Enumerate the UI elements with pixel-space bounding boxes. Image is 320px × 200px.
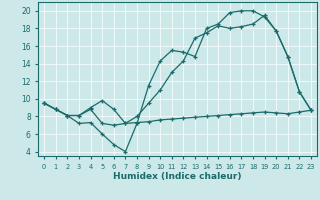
X-axis label: Humidex (Indice chaleur): Humidex (Indice chaleur): [113, 172, 242, 181]
